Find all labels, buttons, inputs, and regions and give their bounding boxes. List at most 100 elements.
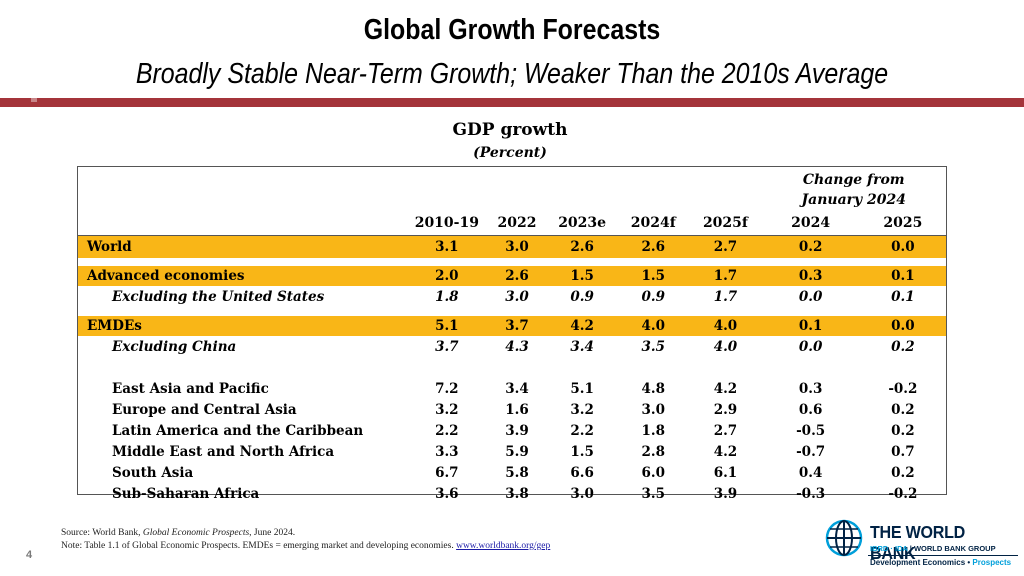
table-cell: 2.6 — [617, 235, 690, 258]
slide-title: Global Growth Forecasts — [363, 14, 661, 46]
table-cell: 0.2 — [891, 464, 915, 481]
logo-subline: IBRD · IDA | WORLD BANK GROUP — [870, 544, 996, 553]
table-cell: 3.7 — [435, 339, 459, 355]
table-cell: 2.6 — [547, 235, 618, 258]
table-cell: 4.2 — [713, 381, 738, 397]
table-row: World 3.1 3.0 2.6 2.6 2.7 0.2 0.0 — [78, 235, 946, 258]
table-cell: 0.1 — [891, 289, 915, 305]
table-cell: 0.0 — [798, 339, 823, 355]
column-header: 2024f — [617, 212, 690, 236]
table-row: Excluding China 3.7 4.3 3.4 3.5 4.0 0.0 0.2 — [78, 336, 946, 358]
divider-mark — [31, 96, 37, 102]
table-row: Europe and Central Asia 3.2 1.6 3.2 3.0 2.9 0.… — [78, 400, 946, 420]
table-cell: 2.9 — [713, 402, 738, 418]
table-cell: 0.9 — [570, 289, 594, 305]
row-label: East Asia and Pacific — [112, 381, 269, 397]
row-label: Excluding China — [112, 339, 237, 355]
footnote: Source: World Bank, Global Economic Pros… — [61, 527, 550, 553]
note-line: Note: Table 1.1 of Global Economic Prosp… — [61, 541, 551, 551]
table-cell: 0.2 — [761, 235, 860, 258]
table-cell: 3.0 — [505, 289, 529, 305]
table-row: Advanced economies 2.0 2.6 1.5 1.5 1.7 0.3 0.1 — [78, 266, 946, 286]
column-header: 2024 — [761, 212, 860, 236]
table-cell: 4.0 — [689, 316, 762, 336]
row-label: South Asia — [112, 464, 194, 481]
table-cell: 0.2 — [891, 402, 915, 418]
table-cell: -0.2 — [888, 381, 918, 397]
page-number: 4 — [26, 549, 33, 561]
row-label: World — [78, 235, 407, 258]
table-cell: 3.6 — [435, 485, 459, 502]
table-cell: -0.3 — [796, 485, 826, 502]
table-row: Sub-Saharan Africa 3.6 3.8 3.0 3.5 3.9 -0.3 -0.… — [78, 483, 946, 504]
table-cell: 2.0 — [406, 266, 487, 286]
column-header: 2025f — [689, 212, 762, 236]
table-cell: 2.7 — [713, 422, 738, 439]
table-cell: 4.0 — [617, 316, 690, 336]
table-cell: 1.5 — [547, 266, 618, 286]
table-cell: 3.8 — [505, 485, 529, 502]
table-cell: 4.8 — [641, 381, 666, 397]
title-divider-bar — [0, 98, 1024, 107]
table-cell: -0.7 — [796, 443, 826, 460]
table-cell: 3.7 — [486, 316, 548, 336]
table-row: EMDEs 5.1 3.7 4.2 4.0 4.0 0.1 0.0 — [78, 316, 946, 336]
row-label: EMDEs — [78, 316, 407, 336]
row-label: Europe and Central Asia — [112, 402, 297, 418]
table-cell: 1.7 — [713, 289, 738, 305]
table-cell: 5.1 — [406, 316, 487, 336]
table-cell: 4.3 — [505, 339, 529, 355]
gep-link[interactable]: www.worldbank.org/gep — [456, 541, 551, 551]
table-cell: 3.2 — [435, 402, 459, 418]
column-header: 2025 — [859, 212, 946, 236]
table-cell: 5.1 — [570, 381, 594, 397]
table-cell: 2.2 — [435, 422, 459, 439]
table-cell: 3.5 — [641, 339, 666, 355]
table-row: East Asia and Pacific 7.2 3.4 5.1 4.8 4.2 0.3 -… — [78, 378, 946, 400]
table-cell: 4.2 — [547, 316, 618, 336]
table-cell: 4.0 — [713, 339, 738, 355]
table-cell: 0.0 — [859, 235, 946, 258]
row-label: Middle East and North Africa — [112, 443, 335, 460]
logo-department: Development Economics • Prospects — [870, 558, 1012, 567]
table-cell: 2.2 — [570, 422, 594, 439]
table-cell: 0.2 — [891, 422, 915, 439]
column-header: 2023e — [547, 212, 618, 236]
table-row: South Asia 6.7 5.8 6.6 6.0 6.1 0.4 0.2 — [78, 462, 946, 483]
table-cell: 1.5 — [617, 266, 690, 286]
table-cell: 5.9 — [505, 443, 529, 460]
logo-wordmark: THE WORLD BANK — [870, 522, 966, 563]
change-from-header: Change from January 2024 — [762, 167, 946, 212]
table-cell: 0.0 — [798, 289, 823, 305]
table-cell: 3.1 — [406, 235, 487, 258]
table-cell: 3.4 — [570, 339, 594, 355]
table-cell: 5.8 — [505, 464, 529, 481]
table-row: Excluding the United States 1.8 3.0 0.9 0.9 1… — [78, 286, 946, 308]
gdp-growth-table: Change from January 2024 2010-19 2022 20… — [77, 166, 947, 502]
slide-subtitle: Broadly Stable Near-Term Growth; Weaker … — [135, 58, 889, 90]
table-cell: 3.4 — [505, 381, 529, 397]
table-cell: 1.8 — [641, 422, 666, 439]
table-cell: -0.2 — [888, 485, 918, 502]
column-header: 2010-19 — [406, 212, 487, 236]
change-header-line2: January 2024 — [801, 192, 906, 208]
table-cell: 0.1 — [761, 316, 860, 336]
table-cell: 3.3 — [435, 443, 459, 460]
table-cell: 3.5 — [641, 485, 666, 502]
table-cell: 2.8 — [641, 443, 666, 460]
table-cell: 0.0 — [859, 316, 946, 336]
table-cell: 1.6 — [505, 402, 529, 418]
table-cell: 0.9 — [641, 289, 666, 305]
row-label: Sub-Saharan Africa — [112, 485, 260, 502]
table-cell: 0.3 — [761, 266, 860, 286]
gdp-growth-grid: Change from January 2024 2010-19 2022 20… — [78, 167, 946, 504]
table-cell: 2.7 — [689, 235, 762, 258]
table-cell: 7.2 — [435, 381, 459, 397]
table-unit: (Percent) — [473, 145, 547, 161]
table-row: Middle East and North Africa 3.3 5.9 1.5 2.8… — [78, 441, 946, 462]
table-cell: 0.4 — [798, 464, 823, 481]
change-header-line1: Change from — [802, 172, 905, 188]
table-cell: 6.6 — [570, 464, 594, 481]
table-cell: 3.9 — [713, 485, 738, 502]
table-cell: -0.5 — [796, 422, 826, 439]
